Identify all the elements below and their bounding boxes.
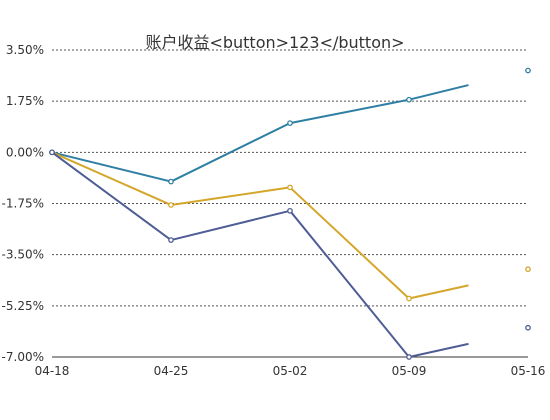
chart-title: 账户收益<button>123</button> xyxy=(145,33,404,52)
y-tick-label: 3.50% xyxy=(6,43,44,57)
series-point xyxy=(406,295,412,302)
x-tick-label: 04-18 xyxy=(35,364,70,378)
series-point xyxy=(406,96,412,103)
series-line xyxy=(51,84,469,183)
series-point xyxy=(49,149,55,156)
y-tick-label: -1.75% xyxy=(2,197,44,211)
grid xyxy=(52,49,528,358)
x-axis-ticks: 04-18 04-25 05-02 05-09 05-16 xyxy=(35,364,546,378)
series-line xyxy=(51,151,469,300)
series-point xyxy=(168,202,174,208)
y-axis-ticks: 3.50% 1.75% 0.00% -1.75% -3.50% -5.25% -7.00% xyxy=(2,43,44,364)
x-tick-label: 05-09 xyxy=(392,364,427,378)
x-tick-label: 05-16 xyxy=(511,364,546,378)
y-tick-label: 1.75% xyxy=(6,94,44,108)
series-point xyxy=(287,207,293,214)
series-point xyxy=(168,237,174,243)
x-tick-label: 05-02 xyxy=(273,364,308,378)
series-point xyxy=(287,120,293,126)
series-point xyxy=(168,178,174,185)
series-point xyxy=(406,354,412,360)
y-tick-label: -5.25% xyxy=(2,299,44,313)
series-end-marker xyxy=(525,266,531,273)
series-end-marker xyxy=(525,324,531,331)
y-tick-label: -7.00% xyxy=(2,350,44,364)
x-tick-label: 04-25 xyxy=(154,364,189,378)
series-group xyxy=(49,67,531,360)
series-end-marker xyxy=(525,67,531,74)
series-point xyxy=(287,184,293,191)
y-tick-label: -3.50% xyxy=(2,248,44,262)
y-tick-label: 0.00% xyxy=(6,145,44,159)
